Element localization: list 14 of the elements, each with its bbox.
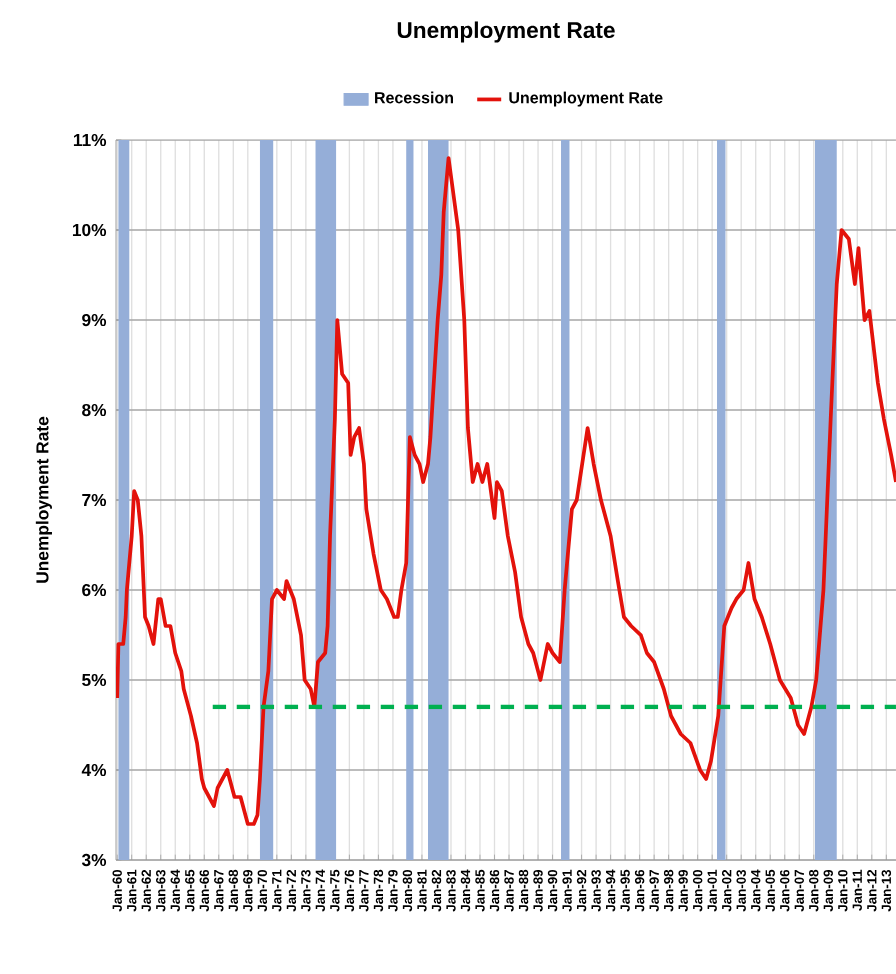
legend-label: Unemployment Rate	[509, 91, 663, 107]
y-tick-label: 8%	[82, 403, 107, 417]
y-tick-label: 11%	[73, 133, 107, 147]
line-series	[115, 156, 896, 826]
y-tick-label: 4%	[81, 763, 107, 777]
y-tick-label: 7%	[82, 493, 107, 507]
legend-label: Recession	[375, 91, 453, 104]
y-tick-label: 6%	[82, 583, 107, 597]
chart-title: Unemployment Rate	[397, 21, 615, 43]
y-tick-label: 9%	[82, 313, 107, 327]
y-tick-label: 10%	[72, 223, 107, 237]
y-tick-label: 3%	[81, 853, 107, 867]
y-axis-title: Unemployment Rate	[35, 416, 52, 583]
y-tick-label: 5%	[82, 673, 107, 687]
